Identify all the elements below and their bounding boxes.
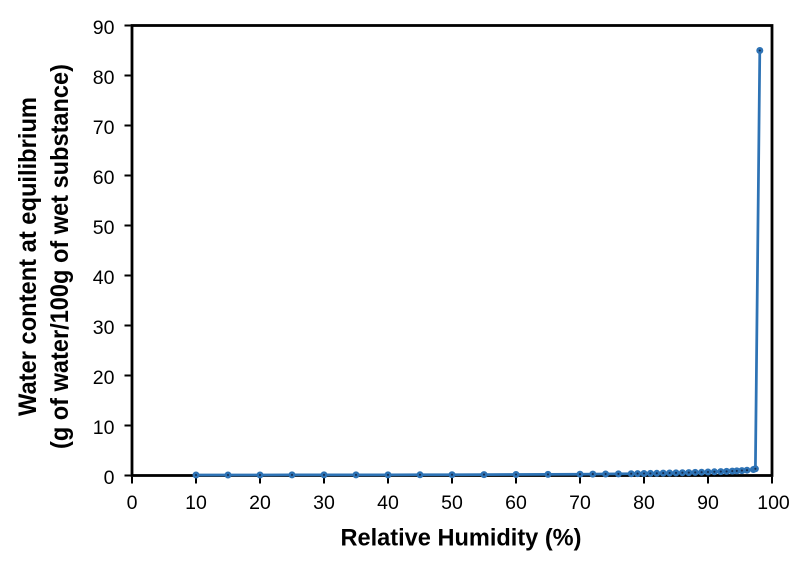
svg-text:90: 90 [697,492,719,514]
svg-text:20: 20 [93,367,115,389]
svg-text:Relative Humidity (%): Relative Humidity (%) [341,525,582,552]
svg-text:80: 80 [633,492,655,514]
svg-text:50: 50 [441,492,463,514]
svg-text:40: 40 [377,492,399,514]
svg-text:70: 70 [569,492,591,514]
svg-text:0: 0 [104,467,115,489]
svg-text:30: 30 [93,317,115,339]
svg-text:20: 20 [249,492,271,514]
svg-text:10: 10 [93,417,115,439]
svg-text:60: 60 [93,167,115,189]
svg-text:100: 100 [757,492,790,514]
svg-text:0: 0 [127,492,138,514]
svg-text:50: 50 [93,217,115,239]
svg-text:90: 90 [93,17,115,39]
svg-text:(g of water/100g of wet substa: (g of water/100g of wet substance) [46,64,74,449]
svg-text:Water content at equilibrium: Water content at equilibrium [14,97,42,416]
svg-text:60: 60 [505,492,527,514]
svg-text:30: 30 [313,492,335,514]
svg-text:80: 80 [93,67,115,89]
svg-text:10: 10 [185,492,207,514]
svg-text:70: 70 [93,117,115,139]
svg-text:40: 40 [93,267,115,289]
